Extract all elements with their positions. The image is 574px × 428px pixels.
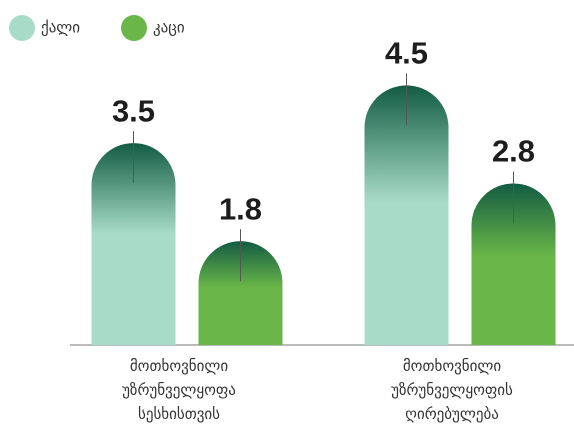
value-label: 3.5: [112, 93, 155, 128]
bar: [198, 241, 283, 345]
value-label: 1.8: [219, 191, 262, 226]
bar: [91, 143, 176, 345]
bar: [471, 183, 556, 345]
legend-swatch: [9, 15, 35, 41]
legend-label: კაცი: [153, 19, 185, 37]
value-label: 4.5: [385, 36, 428, 71]
legend-swatch: [121, 15, 147, 41]
x-tick-label: მოთხოვნილი უზრუნველყოფა სესხისთვის: [122, 357, 236, 423]
legend-label: ქალი: [41, 19, 80, 37]
value-label: 2.8: [492, 134, 535, 169]
bar: [364, 85, 449, 346]
x-tick-label: მოთხოვნილი უზრუნველყოფის ღირებულება: [391, 357, 513, 423]
